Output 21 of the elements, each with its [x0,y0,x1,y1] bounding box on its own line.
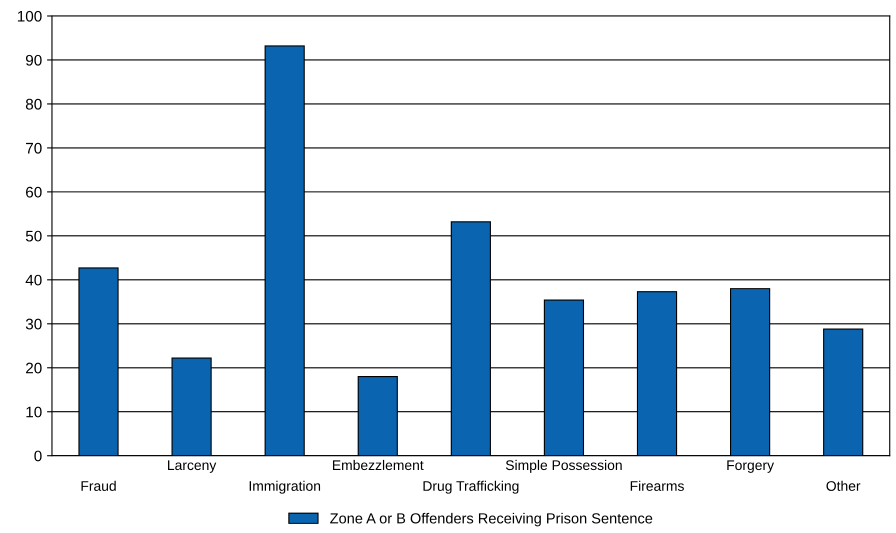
y-tick-label: 70 [26,142,42,154]
y-tick-label: 40 [26,274,42,286]
y-tick-label: 90 [26,54,42,66]
legend-label: Zone A or B Offenders Receiving Prison Sentence [330,512,652,526]
y-tick-label: 50 [26,230,42,242]
y-tick-label: 80 [26,98,42,110]
x-tick-label: Drug Trafficking [423,480,518,494]
y-tick-label: 10 [26,406,42,418]
y-tick-label: 100 [18,10,42,22]
y-tick-label: 20 [26,362,42,374]
x-tick-label: Immigration [250,480,320,494]
y-tick-label: 60 [26,186,42,198]
x-tick-label: Other [826,480,860,491]
y-tick-label: 0 [34,450,42,462]
x-tick-label: Larceny [168,460,216,473]
x-tick-label: Fraud [82,480,116,491]
y-tick-label: 30 [26,318,42,330]
x-tick-label: Forgery [727,460,774,473]
x-tick-label: Simple Possession [506,460,622,473]
x-tick-label: Firearms [630,480,684,491]
x-tick-label: Embezzlement [332,460,424,470]
